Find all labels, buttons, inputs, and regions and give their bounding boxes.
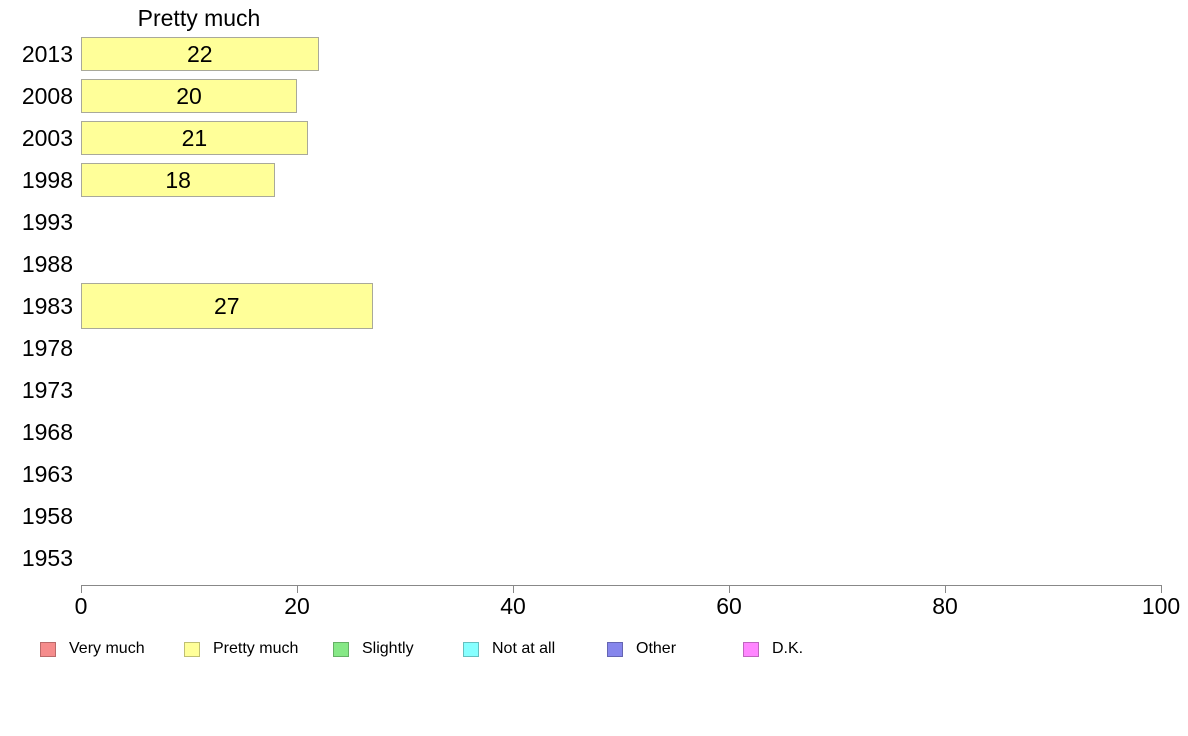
y-axis-label: 2003 bbox=[21, 125, 73, 151]
legend-swatch bbox=[607, 641, 623, 657]
x-axis-line bbox=[81, 585, 1162, 586]
legend-item-label: D.K. bbox=[772, 640, 804, 657]
y-axis-label: 1968 bbox=[21, 419, 73, 445]
legend-item: Very much bbox=[40, 640, 145, 658]
bar: 27 bbox=[81, 283, 373, 329]
y-axis-label: 1973 bbox=[21, 377, 73, 403]
legend-item-label: Other bbox=[636, 640, 677, 657]
x-axis-tick-label: 100 bbox=[1141, 593, 1181, 619]
y-axis-label: 1963 bbox=[21, 461, 73, 487]
bar: 20 bbox=[81, 79, 297, 113]
bar-value-label: 18 bbox=[165, 166, 191, 193]
y-axis-label: 1958 bbox=[21, 503, 73, 529]
y-axis-label: 1998 bbox=[21, 167, 73, 193]
legend-item: D.K. bbox=[743, 640, 803, 658]
legend-swatch bbox=[40, 641, 56, 657]
legend-swatch bbox=[743, 641, 759, 657]
legend-item: Other bbox=[607, 640, 676, 658]
bar: 21 bbox=[81, 121, 308, 155]
y-axis-label: 1983 bbox=[21, 293, 73, 319]
bar: 18 bbox=[81, 163, 276, 197]
legend-swatch bbox=[333, 641, 349, 657]
legend-item-label: Slightly bbox=[362, 640, 414, 657]
bar-value-label: 22 bbox=[187, 40, 213, 67]
x-axis-tick bbox=[513, 585, 514, 593]
x-axis-tick-label: 20 bbox=[284, 593, 310, 619]
x-axis-tick bbox=[729, 585, 730, 593]
x-axis-tick bbox=[297, 585, 298, 593]
y-axis-label: 1988 bbox=[21, 251, 73, 277]
x-axis-tick bbox=[81, 585, 82, 593]
x-axis-tick-label: 0 bbox=[74, 593, 88, 619]
chart-title: Pretty much bbox=[137, 5, 261, 31]
x-axis-tick-label: 40 bbox=[500, 593, 526, 619]
y-axis-label: 1953 bbox=[21, 545, 73, 571]
bar-value-label: 21 bbox=[181, 124, 208, 151]
legend-item: Pretty much bbox=[184, 640, 298, 658]
legend-item: Not at all bbox=[463, 640, 555, 658]
legend-item-label: Very much bbox=[69, 640, 145, 657]
legend-item-label: Not at all bbox=[492, 640, 556, 657]
x-axis-tick-label: 80 bbox=[932, 593, 958, 619]
y-axis-label: 2013 bbox=[21, 41, 73, 67]
y-axis-label: 1978 bbox=[21, 335, 73, 361]
bar: 22 bbox=[81, 37, 319, 71]
legend-item-label: Pretty much bbox=[213, 640, 299, 657]
bar-value-label: 20 bbox=[176, 82, 202, 109]
legend-swatch bbox=[463, 641, 479, 657]
y-axis-label: 1993 bbox=[21, 209, 73, 235]
legend-swatch bbox=[184, 641, 200, 657]
y-axis-label: 2008 bbox=[21, 83, 73, 109]
x-axis-tick bbox=[945, 585, 946, 593]
x-axis-tick-label: 60 bbox=[716, 593, 742, 619]
legend-item: Slightly bbox=[333, 640, 414, 658]
bar-value-label: 27 bbox=[214, 292, 240, 319]
x-axis-tick bbox=[1161, 585, 1162, 593]
